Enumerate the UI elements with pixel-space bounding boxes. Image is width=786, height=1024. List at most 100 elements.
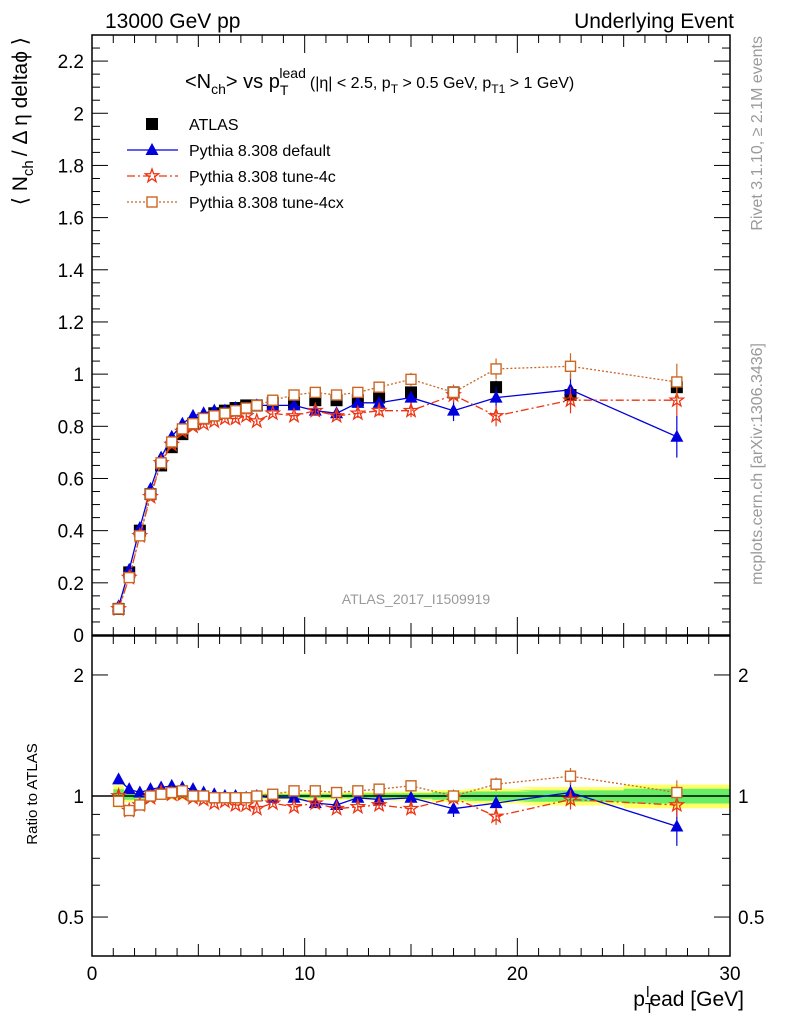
y-tick-label: 1.4 xyxy=(58,261,85,282)
ratio-point xyxy=(373,783,385,795)
y-tick-label: 1.6 xyxy=(58,209,84,230)
legend-label: Pythia 8.308 tune-4c xyxy=(189,169,336,186)
ratio-point xyxy=(248,799,266,816)
ratio-point xyxy=(328,799,346,816)
data-point xyxy=(248,412,266,429)
data-point xyxy=(668,391,686,408)
series-line-3 xyxy=(117,365,677,610)
ratio-point xyxy=(176,785,189,797)
header-left: 13000 GeV pp xyxy=(105,10,240,33)
ratio-point xyxy=(447,801,461,814)
data-point xyxy=(251,399,263,412)
series-1 xyxy=(112,374,684,612)
ratio-y-tick-label-right: 1 xyxy=(738,787,749,808)
ratio-y-tick-label-right: 2 xyxy=(738,666,749,687)
data-point xyxy=(264,404,282,421)
data-point xyxy=(487,406,505,424)
y-tick-label: 1.8 xyxy=(58,156,84,177)
legend-marker xyxy=(146,196,158,208)
main-y-axis-label: ⟨ Nch/ Δ η deltaϕ ⟩ xyxy=(9,37,37,205)
ratio-point xyxy=(133,785,147,798)
ratio-point xyxy=(404,790,418,803)
legend-marker xyxy=(145,143,159,155)
ratio-point xyxy=(264,794,282,811)
y-tick-label: 1.2 xyxy=(58,313,84,334)
ratio-point xyxy=(490,778,502,790)
data-point xyxy=(561,391,580,408)
ratio-point xyxy=(671,786,683,799)
data-point xyxy=(208,410,220,422)
ratio-y-tick-label: 0.5 xyxy=(58,908,84,929)
y-tick-label: 0.2 xyxy=(58,574,84,595)
data-point xyxy=(134,530,146,542)
ratio-point xyxy=(208,792,220,804)
ratio-point xyxy=(285,797,303,815)
ratio-point xyxy=(267,788,279,800)
axes: 0 0.2 0.4 0.6 0.8 1 1.2 1.4 1.6 1.8 2 2.2 0 10 20 30 0.5… xyxy=(58,34,764,985)
data-point xyxy=(166,436,178,448)
side-label-rivet: Rivet 3.1.10, ≥ 2.1M events xyxy=(749,36,766,231)
data-point xyxy=(155,457,167,469)
data-point xyxy=(447,403,461,416)
data-point xyxy=(187,417,199,430)
ratio-point xyxy=(670,819,684,832)
data-point xyxy=(309,386,321,399)
data-point xyxy=(670,429,684,442)
analysis-watermark: ATLAS_2017_I1509919 xyxy=(342,591,491,607)
ratio-series-2 xyxy=(112,767,683,817)
ratio-point xyxy=(564,770,577,782)
data-point xyxy=(287,398,301,411)
ratio-point xyxy=(166,786,178,799)
legend-entry-1: Pythia 8.308 default xyxy=(127,143,331,160)
ratio-point xyxy=(197,790,210,802)
ratio-point xyxy=(306,794,324,811)
ratio-point xyxy=(288,785,300,797)
y-tick-label: 0.8 xyxy=(58,417,84,438)
data-point xyxy=(285,406,303,424)
data-point xyxy=(133,521,147,534)
ratio-point xyxy=(668,796,686,813)
legend-entry-0: ATLAS xyxy=(146,117,239,134)
x-tick-label: 30 xyxy=(719,964,740,985)
data-point xyxy=(402,401,420,418)
ratio-point xyxy=(287,790,301,803)
side-label-mcplots: mcplots.cern.ch [arXiv:1306.3436] xyxy=(749,343,766,585)
data-point xyxy=(288,389,300,401)
x-tick-label: 10 xyxy=(294,964,315,985)
legend-label: Pythia 8.308 default xyxy=(189,143,331,160)
ratio-point xyxy=(122,782,136,795)
ratio-point xyxy=(134,799,146,811)
x-tick-label: 0 xyxy=(87,964,98,985)
main-frame xyxy=(91,34,731,636)
main-panel-series xyxy=(110,353,686,617)
y-tick-label: 2.2 xyxy=(58,52,84,73)
series-3 xyxy=(112,353,683,615)
ratio-point xyxy=(144,790,157,802)
ratio-point xyxy=(447,790,460,802)
ratio-point xyxy=(487,807,505,824)
data-point xyxy=(267,394,279,406)
ratio-point xyxy=(155,788,167,800)
x-tick-label: 20 xyxy=(507,964,528,985)
ratio-point xyxy=(309,785,321,797)
y-tick-label: 0 xyxy=(73,626,84,647)
ratio-point xyxy=(123,804,135,817)
ratio-y-tick-label: 1 xyxy=(73,787,84,808)
legend: ATLAS Pythia 8.308 default Pythia 8.308 tu… xyxy=(127,117,344,212)
legend-label: ATLAS xyxy=(189,117,239,134)
data-point xyxy=(229,404,242,417)
ratio-series-0 xyxy=(112,772,684,846)
ratio-y-tick-label-right: 0.5 xyxy=(738,908,764,929)
ratio-point xyxy=(229,792,242,804)
data-point xyxy=(373,381,385,393)
x-axis-label: pTlead [GeV] xyxy=(633,984,744,1017)
data-point xyxy=(219,407,231,419)
y-tick-label: 0.6 xyxy=(58,469,84,490)
ratio-point xyxy=(240,792,252,804)
ratio-point xyxy=(352,785,364,797)
data-point xyxy=(176,423,189,435)
data-point xyxy=(330,389,343,401)
ratio-point xyxy=(489,796,503,809)
y-tick-label: 0.4 xyxy=(58,522,85,543)
